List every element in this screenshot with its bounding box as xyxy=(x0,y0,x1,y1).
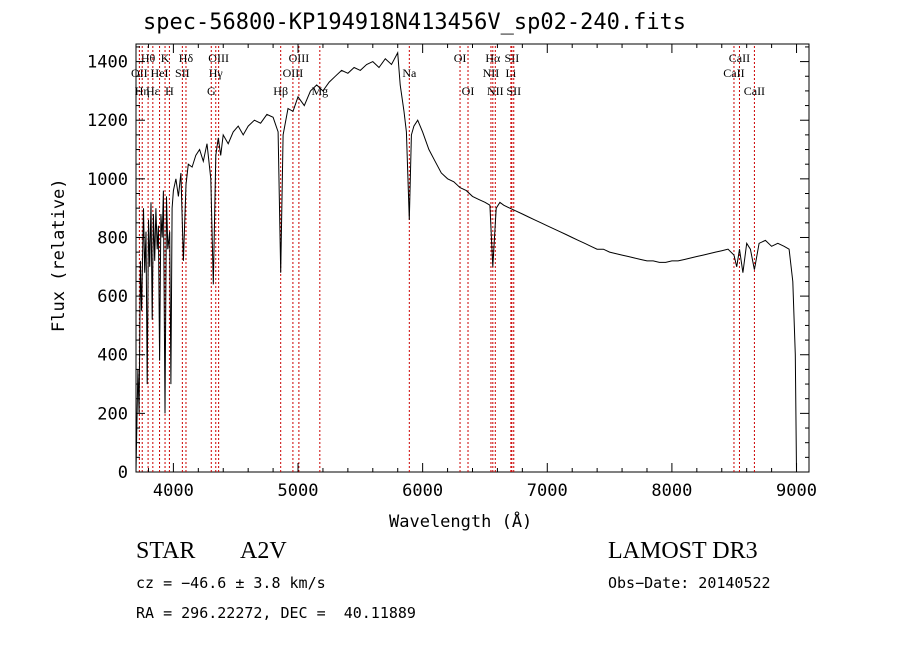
x-tick-label: 6000 xyxy=(402,481,443,501)
x-tick-label: 4000 xyxy=(153,481,194,501)
line-marker-label: Hε xyxy=(146,84,160,98)
y-tick-label: 400 xyxy=(97,346,128,366)
line-marker-label: Hδ xyxy=(179,51,194,65)
line-marker-label: Li xyxy=(506,66,517,80)
line-marker-label: NII xyxy=(483,66,500,80)
line-marker-label: Na xyxy=(402,66,417,80)
x-tick-label: 5000 xyxy=(278,481,319,501)
line-marker-label: SII xyxy=(506,84,521,98)
line-marker-label: Mg xyxy=(311,84,328,98)
y-tick-label: 200 xyxy=(97,404,128,424)
y-axis-label: Flux (relative) xyxy=(49,178,69,332)
object-class: STAR xyxy=(136,538,196,564)
line-marker-label: CaII xyxy=(723,66,744,80)
y-tick-label: 1400 xyxy=(87,53,128,73)
coordinates: RA = 296.22272, DEC = 40.11889 xyxy=(136,604,416,622)
line-marker-label: SII xyxy=(505,51,520,65)
line-marker-label: CaII xyxy=(729,51,750,65)
survey-name: LAMOST DR3 xyxy=(608,538,758,564)
line-marker-label: Hβ xyxy=(273,84,288,98)
line-marker-label: G xyxy=(207,84,216,98)
line-marker-label: OII xyxy=(131,66,148,80)
line-marker-label: Hη xyxy=(135,84,150,98)
y-tick-label: 1200 xyxy=(87,111,128,131)
spectrum-line xyxy=(135,51,797,473)
line-marker-label: H xyxy=(165,84,174,98)
line-marker-label: SII xyxy=(175,66,190,80)
x-tick-label: 9000 xyxy=(776,481,817,501)
x-axis-label: Wavelength (Å) xyxy=(389,512,533,532)
line-marker-label: HeI xyxy=(151,66,169,80)
line-marker-label: Hγ xyxy=(209,66,224,80)
line-marker-label: K xyxy=(161,51,170,65)
axis-ticks-group: 4000 5000 6000 7000 8000 9000 0 200 400 600 800 100… xyxy=(87,44,817,501)
redshift-cz: cz = −46.6 ± 3.8 km/s xyxy=(136,574,326,592)
line-marker-label: OI xyxy=(462,84,475,98)
line-marker-label: OIII xyxy=(289,51,310,65)
x-tick-label: 8000 xyxy=(651,481,692,501)
y-tick-label: 600 xyxy=(97,287,128,307)
line-marker-label: OI xyxy=(454,51,467,65)
y-tick-label: 1000 xyxy=(87,170,128,190)
x-tick-label: 7000 xyxy=(527,481,568,501)
plot-frame xyxy=(135,43,810,473)
line-marker-label: Hθ xyxy=(141,51,156,65)
y-tick-label: 800 xyxy=(97,228,128,248)
line-marker-label: CaII xyxy=(744,84,765,98)
line-marker-label: OIII xyxy=(283,66,304,80)
object-subclass: A2V xyxy=(240,538,287,564)
line-marker-label: NII xyxy=(487,84,504,98)
chart-title: spec-56800-KP194918N413456V_sp02-240.fit… xyxy=(143,10,687,35)
observation-date: Obs−Date: 20140522 xyxy=(608,574,771,592)
y-tick-label: 0 xyxy=(118,463,128,483)
line-marker-label: Hα xyxy=(485,51,501,65)
line-marker-label: OIII xyxy=(208,51,229,65)
